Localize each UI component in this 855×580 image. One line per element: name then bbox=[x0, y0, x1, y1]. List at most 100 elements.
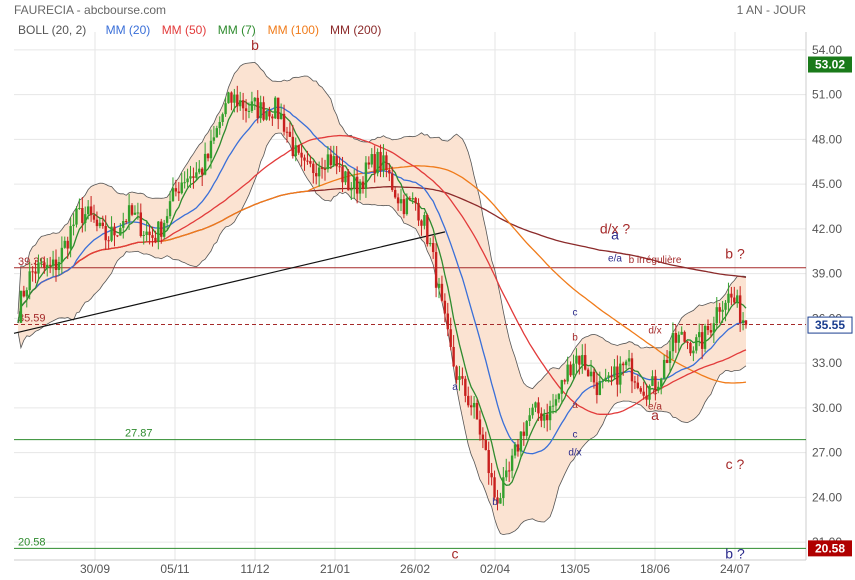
candle bbox=[586, 369, 590, 377]
candle bbox=[148, 231, 151, 236]
candle bbox=[598, 381, 602, 396]
chart-title: FAURECIA - abcbourse.com bbox=[14, 3, 167, 17]
candle bbox=[648, 385, 651, 400]
candle bbox=[174, 188, 178, 192]
candle bbox=[393, 189, 397, 198]
candle bbox=[619, 363, 622, 385]
candle bbox=[475, 402, 479, 420]
candle bbox=[25, 290, 28, 297]
wave-annotation: a bbox=[572, 400, 578, 411]
candle bbox=[727, 293, 730, 303]
x-tick-label: 11/12 bbox=[240, 562, 269, 576]
candle bbox=[195, 172, 198, 178]
candle bbox=[300, 152, 303, 158]
candle bbox=[361, 181, 365, 189]
candle bbox=[677, 334, 680, 343]
candle bbox=[683, 331, 686, 342]
candle bbox=[733, 297, 736, 303]
price-badge-label: 20.58 bbox=[815, 541, 845, 555]
level-label: 35.59 bbox=[18, 312, 46, 324]
candle bbox=[277, 97, 280, 120]
legend: BOLL (20, 2) MM (20) MM (50) MM (7) MM (100)… bbox=[18, 23, 381, 37]
candle bbox=[388, 170, 391, 174]
price-badge: 53.02 bbox=[808, 56, 852, 73]
candle bbox=[271, 116, 274, 119]
candle bbox=[736, 295, 739, 303]
candle bbox=[411, 197, 414, 200]
candle bbox=[154, 237, 157, 242]
candle bbox=[622, 363, 625, 366]
candle bbox=[642, 391, 645, 396]
candle bbox=[66, 240, 69, 249]
candle bbox=[548, 406, 552, 421]
candle bbox=[662, 359, 666, 379]
candle bbox=[610, 375, 613, 378]
candle bbox=[116, 235, 119, 237]
candle bbox=[335, 156, 338, 167]
candle bbox=[446, 313, 449, 330]
y-tick-label: 45.00 bbox=[812, 177, 842, 191]
candle bbox=[461, 376, 464, 379]
candle bbox=[744, 320, 748, 326]
candle bbox=[279, 113, 283, 120]
candle bbox=[455, 366, 458, 380]
candle bbox=[569, 364, 572, 376]
y-tick-label: 51.00 bbox=[812, 88, 842, 102]
candle bbox=[297, 145, 300, 153]
candle bbox=[469, 405, 473, 408]
candle bbox=[396, 197, 400, 204]
candle bbox=[364, 162, 368, 189]
candle bbox=[426, 215, 429, 245]
candle bbox=[616, 366, 619, 385]
candle bbox=[496, 497, 499, 504]
candle bbox=[162, 222, 166, 237]
candle bbox=[104, 226, 107, 241]
candle bbox=[40, 262, 43, 264]
candle bbox=[391, 173, 394, 190]
candle bbox=[607, 375, 610, 378]
candle bbox=[452, 346, 455, 367]
candle bbox=[203, 153, 207, 175]
candle bbox=[689, 342, 692, 354]
candle bbox=[543, 414, 546, 421]
bollinger-band-fill bbox=[18, 62, 746, 535]
candle bbox=[274, 97, 277, 119]
candle bbox=[86, 206, 90, 215]
candle bbox=[198, 168, 201, 173]
candle bbox=[323, 168, 327, 170]
candle bbox=[145, 231, 148, 235]
candle bbox=[420, 220, 423, 226]
candle bbox=[627, 358, 631, 362]
candle bbox=[458, 376, 461, 380]
candle bbox=[630, 358, 634, 382]
candle bbox=[540, 413, 543, 421]
candle bbox=[160, 221, 163, 237]
x-tick-label: 24/07 bbox=[720, 562, 750, 576]
candle bbox=[674, 332, 678, 343]
candle bbox=[510, 455, 514, 471]
candle bbox=[84, 214, 87, 223]
candle bbox=[581, 355, 584, 365]
candle bbox=[534, 402, 537, 408]
candle bbox=[604, 377, 607, 381]
price-badge-box bbox=[807, 316, 853, 334]
candle bbox=[268, 111, 271, 117]
candle bbox=[350, 188, 353, 191]
candle bbox=[317, 167, 321, 177]
level-label: 27.87 bbox=[125, 428, 153, 440]
candle bbox=[230, 92, 233, 103]
candle bbox=[414, 197, 417, 204]
level-label: 20.58 bbox=[18, 536, 46, 548]
candle bbox=[502, 477, 505, 499]
candle bbox=[379, 151, 382, 171]
candle bbox=[165, 216, 169, 223]
candle bbox=[63, 240, 66, 248]
candle bbox=[382, 155, 385, 171]
candle bbox=[484, 439, 487, 450]
candle bbox=[537, 402, 540, 414]
candle bbox=[157, 221, 160, 242]
candle bbox=[72, 224, 75, 227]
candle bbox=[78, 207, 81, 209]
candle bbox=[189, 176, 192, 179]
